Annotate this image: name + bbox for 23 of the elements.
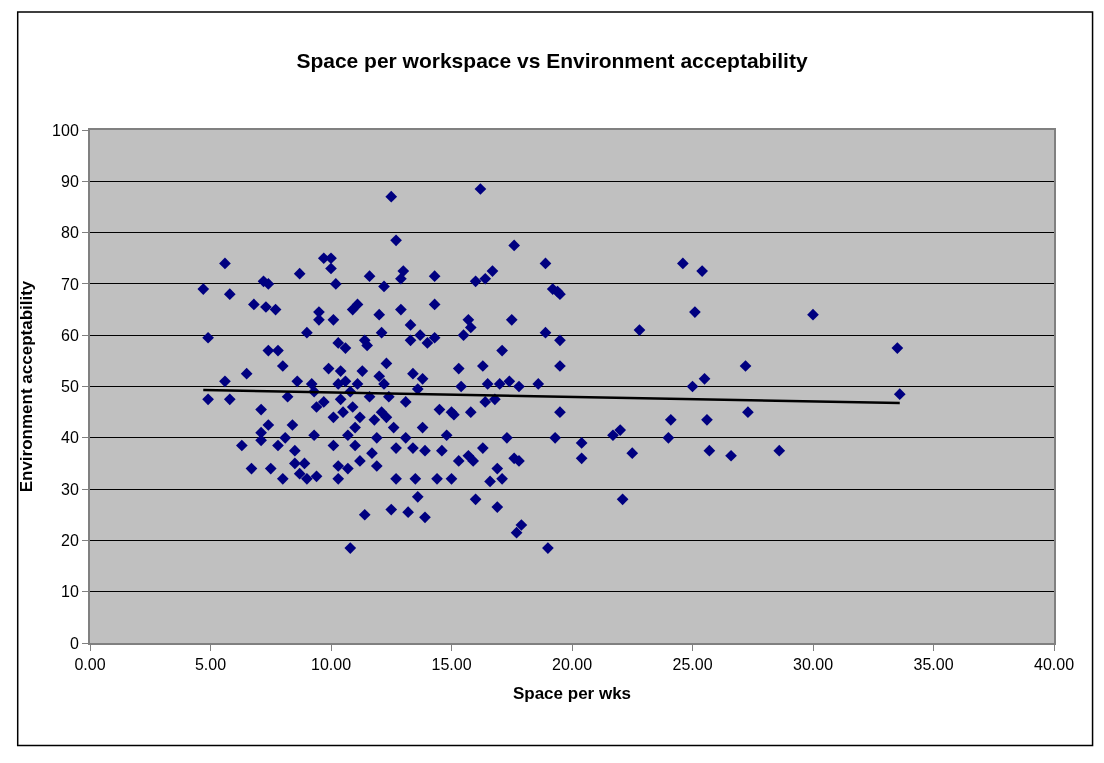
y-tick-label: 90 xyxy=(61,172,79,190)
x-tick-label: 15.00 xyxy=(431,656,472,674)
y-axis-title: Environment acceptability xyxy=(17,280,37,493)
x-tick-label: 30.00 xyxy=(792,656,834,674)
x-tick-label: 20.00 xyxy=(551,656,593,674)
x-tick-label: 35.00 xyxy=(913,656,954,674)
chart-title: Space per workspace vs Environment acceptability xyxy=(296,49,808,73)
y-tick-label: 30 xyxy=(61,480,79,498)
y-tick-label: 10 xyxy=(61,583,79,601)
y-tick-label: 0 xyxy=(69,634,79,652)
x-tick-label: 40.00 xyxy=(1033,656,1075,674)
y-tick-label: 20 xyxy=(61,532,79,549)
x-tick-label: 10.00 xyxy=(310,656,352,674)
x-tick-label: 5.00 xyxy=(194,656,227,674)
y-tick-label: 70 xyxy=(61,275,79,293)
y-tick-label: 40 xyxy=(61,429,79,447)
x-axis-title: Space per wks xyxy=(512,684,632,704)
y-tick-label: 80 xyxy=(61,224,79,242)
x-tick-label: 0.00 xyxy=(74,656,106,674)
y-tick-label: 50 xyxy=(61,378,79,396)
x-tick-label: 25.00 xyxy=(672,656,713,674)
y-tick-label: 100 xyxy=(52,121,79,139)
y-tick-label: 60 xyxy=(61,326,79,344)
